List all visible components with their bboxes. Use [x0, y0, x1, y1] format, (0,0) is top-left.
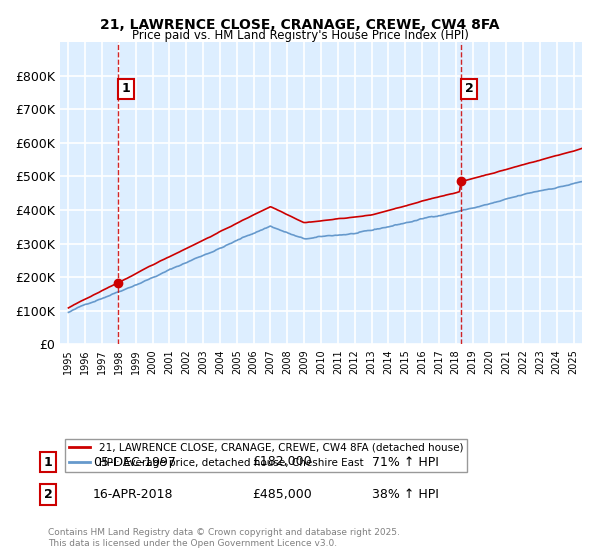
- Text: Price paid vs. HM Land Registry's House Price Index (HPI): Price paid vs. HM Land Registry's House …: [131, 29, 469, 42]
- Text: £485,000: £485,000: [252, 488, 312, 501]
- Text: 21, LAWRENCE CLOSE, CRANAGE, CREWE, CW4 8FA: 21, LAWRENCE CLOSE, CRANAGE, CREWE, CW4 …: [100, 18, 500, 32]
- Text: 1: 1: [122, 82, 131, 95]
- Text: 16-APR-2018: 16-APR-2018: [93, 488, 173, 501]
- Text: 2: 2: [44, 488, 52, 501]
- Text: 2: 2: [465, 82, 473, 95]
- Legend: 21, LAWRENCE CLOSE, CRANAGE, CREWE, CW4 8FA (detached house), HPI: Average price: 21, LAWRENCE CLOSE, CRANAGE, CREWE, CW4 …: [65, 438, 467, 472]
- Bar: [60, 42, 582, 344]
- Text: 71% ↑ HPI: 71% ↑ HPI: [372, 455, 439, 469]
- Text: Contains HM Land Registry data © Crown copyright and database right 2025.
This d: Contains HM Land Registry data © Crown c…: [48, 528, 400, 548]
- Text: 38% ↑ HPI: 38% ↑ HPI: [372, 488, 439, 501]
- Text: £182,000: £182,000: [252, 455, 311, 469]
- Text: 1: 1: [44, 455, 52, 469]
- Text: 05-DEC-1997: 05-DEC-1997: [93, 455, 176, 469]
